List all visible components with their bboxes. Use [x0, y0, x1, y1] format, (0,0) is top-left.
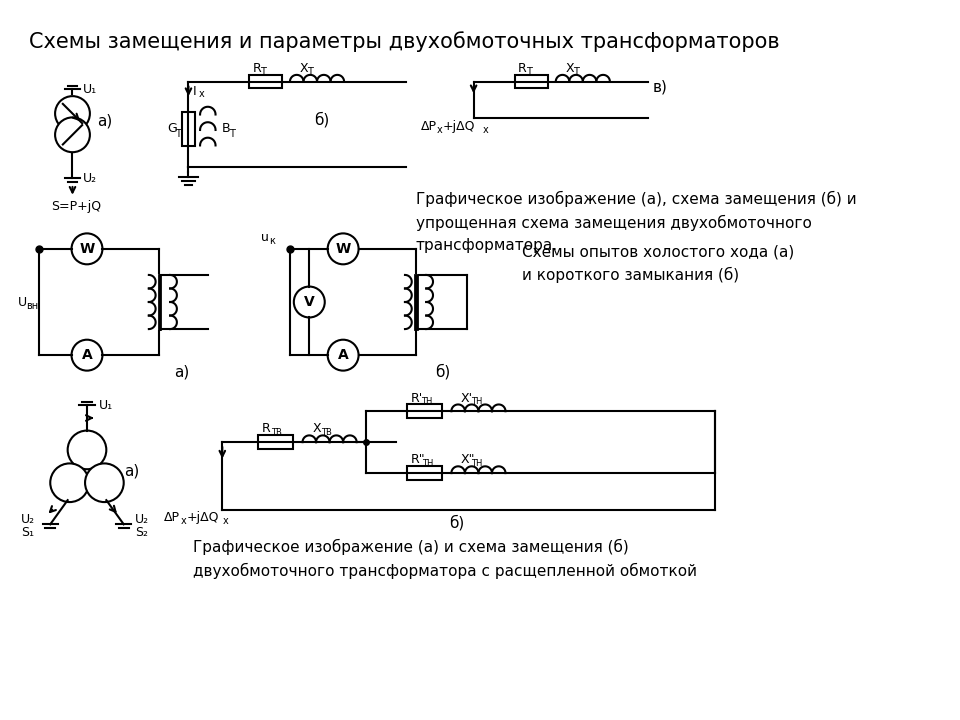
- Circle shape: [72, 233, 103, 264]
- Text: ТН: ТН: [470, 397, 482, 407]
- Text: T: T: [573, 67, 579, 77]
- Text: T: T: [526, 67, 532, 77]
- Text: Схемы опытов холостого хода (а)
и короткого замыкания (б): Схемы опытов холостого хода (а) и коротк…: [522, 244, 794, 283]
- Text: ТВ: ТВ: [271, 428, 281, 437]
- Text: а): а): [97, 113, 112, 128]
- Circle shape: [72, 340, 103, 371]
- Text: ТН: ТН: [422, 459, 434, 468]
- Text: ΔP: ΔP: [420, 120, 437, 133]
- Circle shape: [55, 96, 90, 131]
- Text: U₂: U₂: [84, 172, 97, 185]
- Text: X: X: [300, 62, 308, 75]
- Text: U₁: U₁: [84, 83, 97, 96]
- Text: X': X': [461, 392, 473, 405]
- Text: а): а): [124, 464, 139, 479]
- Text: а): а): [174, 364, 189, 379]
- Text: U₂: U₂: [21, 513, 36, 526]
- Text: в): в): [653, 79, 667, 94]
- Text: вн: вн: [26, 301, 38, 311]
- Circle shape: [294, 287, 324, 318]
- Text: R: R: [252, 62, 261, 75]
- Text: R': R': [411, 392, 423, 405]
- Text: T: T: [229, 129, 235, 139]
- Bar: [258, 436, 293, 449]
- Text: x: x: [199, 89, 204, 99]
- Text: A: A: [82, 348, 92, 362]
- Text: б): б): [449, 515, 465, 530]
- Text: T: T: [260, 67, 266, 77]
- Text: к: к: [269, 236, 275, 246]
- Text: +jΔQ: +jΔQ: [186, 511, 219, 524]
- Bar: [182, 112, 195, 146]
- Text: B: B: [222, 122, 230, 135]
- Text: X: X: [565, 62, 574, 75]
- Text: б): б): [314, 112, 329, 127]
- Text: Графическое изображение (а), схема замещения (б) и
упрощенная схема замещения дв: Графическое изображение (а), схема замещ…: [416, 191, 856, 253]
- Circle shape: [327, 340, 359, 371]
- Text: Графическое изображение (а) и схема замещения (б)
двухобмоточного трансформатора: Графическое изображение (а) и схема заме…: [193, 539, 697, 579]
- Text: V: V: [304, 295, 315, 309]
- Circle shape: [327, 233, 359, 264]
- Text: A: A: [338, 348, 348, 362]
- Text: ТН: ТН: [421, 397, 433, 407]
- Bar: [407, 405, 442, 418]
- Text: ТВ: ТВ: [321, 428, 332, 437]
- Text: ΔP: ΔP: [164, 511, 180, 524]
- Text: R": R": [411, 454, 425, 467]
- Text: S₂: S₂: [135, 526, 148, 539]
- Text: T: T: [175, 129, 180, 139]
- Text: I: I: [192, 85, 196, 98]
- Circle shape: [55, 117, 90, 152]
- Text: u: u: [261, 230, 269, 244]
- Text: W: W: [80, 242, 95, 256]
- Text: W: W: [335, 242, 350, 256]
- Text: U₁: U₁: [99, 399, 112, 412]
- Text: X: X: [312, 423, 321, 436]
- Text: ТН: ТН: [470, 459, 482, 468]
- Text: S=P+jQ: S=P+jQ: [51, 200, 102, 213]
- Text: Схемы замещения и параметры двухобмоточных трансформаторов: Схемы замещения и параметры двухобмоточн…: [29, 32, 780, 53]
- Text: R: R: [262, 423, 271, 436]
- Text: T: T: [307, 67, 313, 77]
- Bar: [516, 75, 548, 89]
- Text: S₁: S₁: [21, 526, 35, 539]
- Text: +jΔQ: +jΔQ: [443, 120, 475, 133]
- Circle shape: [50, 464, 89, 502]
- Text: x: x: [482, 125, 488, 135]
- Text: X": X": [461, 454, 475, 467]
- Text: x: x: [223, 516, 228, 526]
- Text: x: x: [180, 516, 186, 526]
- Text: G: G: [167, 122, 177, 135]
- Text: U: U: [17, 295, 27, 308]
- Bar: [407, 467, 442, 480]
- Text: x: x: [437, 125, 443, 135]
- Text: б): б): [435, 364, 450, 379]
- Circle shape: [85, 464, 124, 502]
- Text: U₂: U₂: [135, 513, 150, 526]
- Text: R: R: [518, 62, 527, 75]
- Bar: [250, 75, 282, 89]
- Circle shape: [67, 431, 107, 469]
